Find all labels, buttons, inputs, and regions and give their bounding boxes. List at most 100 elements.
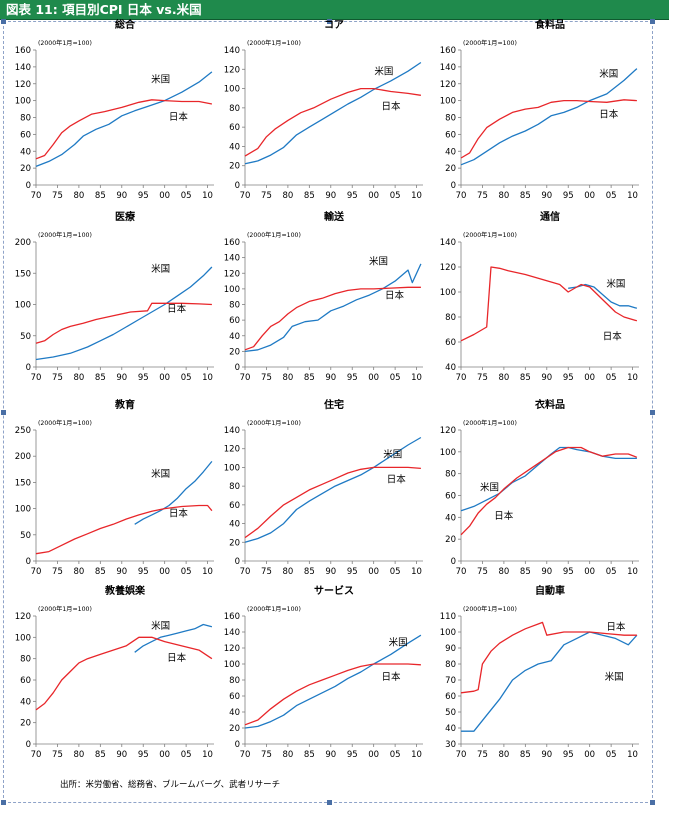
chart-panel: 教養娯楽 (2000年1月=100) 0 20 40 60 80 100 120 70 75 80 85…	[15, 584, 214, 760]
y-tick-label: 200	[15, 238, 31, 248]
unit-note: (2000年1月=100)	[38, 231, 92, 239]
series-line-us	[244, 436, 422, 543]
x-tick-label: 05	[390, 567, 401, 577]
x-tick-label: 85	[520, 750, 531, 760]
resize-handle-top-left[interactable]	[1, 19, 6, 24]
y-tick-label: 20	[229, 538, 240, 548]
y-tick-label: 120	[15, 80, 31, 90]
chart-frame[interactable]	[1, 19, 655, 805]
x-tick-label: 00	[368, 191, 379, 201]
series-line-japan	[460, 99, 637, 159]
series-label-us: 米国	[151, 73, 170, 85]
y-tick-label: 40	[229, 520, 240, 530]
x-tick-label: 90	[325, 750, 336, 760]
y-tick-label: 0	[26, 363, 31, 373]
x-tick-label: 80	[498, 750, 509, 760]
unit-note: (2000年1月=100)	[463, 419, 517, 427]
y-tick-label: 250	[15, 426, 31, 436]
y-tick-label: 120	[440, 80, 456, 90]
x-tick-label: 75	[261, 567, 272, 577]
x-tick-label: 10	[627, 191, 638, 201]
y-tick-label: 90	[445, 644, 456, 654]
chart-panel: 通信 (2000年1月=100) 40 60 80 100 120 140 70 75 80 85 90…	[440, 210, 639, 383]
x-tick-label: 95	[347, 373, 358, 383]
x-tick-label: 00	[584, 567, 595, 577]
y-tick-label: 120	[224, 269, 240, 279]
y-tick-label: 0	[235, 557, 240, 567]
y-tick-label: 50	[20, 332, 31, 342]
y-tick-label: 30	[445, 740, 456, 750]
series-line-us	[244, 263, 422, 353]
chart-title: サービス	[314, 584, 354, 597]
chart-title: 住宅	[324, 398, 344, 411]
x-tick-label: 10	[411, 373, 422, 383]
x-tick-label: 95	[563, 567, 574, 577]
x-tick-label: 90	[541, 191, 552, 201]
y-tick-label: 140	[15, 63, 31, 73]
y-tick-label: 80	[229, 104, 240, 114]
x-tick-label: 75	[477, 373, 488, 383]
resize-handle-top-mid[interactable]	[327, 19, 332, 24]
x-tick-label: 90	[325, 191, 336, 201]
y-tick-label: 160	[440, 46, 456, 56]
x-tick-label: 95	[138, 191, 149, 201]
resize-handle-mid-right[interactable]	[650, 410, 655, 415]
series-line-us	[244, 634, 422, 729]
y-tick-label: 100	[15, 505, 31, 515]
x-tick-label: 05	[606, 567, 617, 577]
x-tick-label: 75	[261, 750, 272, 760]
x-tick-label: 10	[202, 567, 213, 577]
x-tick-label: 80	[73, 567, 84, 577]
x-tick-label: 85	[304, 373, 315, 383]
chart-panel: 総合 (2000年1月=100) 0 20 40 60 80 100 120 140 160 70 75…	[15, 18, 214, 201]
y-tick-label: 40	[20, 697, 31, 707]
x-tick-label: 10	[627, 750, 638, 760]
x-tick-label: 10	[202, 191, 213, 201]
unit-note: (2000年1月=100)	[38, 39, 92, 47]
resize-handle-bottom-left[interactable]	[1, 800, 6, 805]
x-tick-label: 10	[202, 373, 213, 383]
y-tick-label: 0	[451, 557, 456, 567]
series-line-us	[134, 623, 213, 653]
x-tick-label: 70	[31, 567, 42, 577]
series-label-us: 米国	[151, 263, 170, 275]
series-label-japan: 日本	[167, 652, 187, 664]
y-tick-label: 140	[224, 254, 240, 264]
x-tick-label: 05	[181, 373, 192, 383]
x-tick-label: 80	[282, 750, 293, 760]
resize-handle-bottom-right[interactable]	[650, 800, 655, 805]
series-line-us	[134, 460, 213, 525]
y-tick-label: 0	[26, 557, 31, 567]
y-tick-label: 140	[224, 46, 240, 56]
series-label-us: 米国	[599, 68, 618, 80]
y-tick-label: 40	[229, 332, 240, 342]
chart-panel: 輸送 (2000年1月=100) 0 20 40 60 80 100 120 140 160 70 75…	[224, 210, 423, 383]
y-tick-label: 0	[235, 181, 240, 191]
y-tick-label: 20	[20, 164, 31, 174]
series-label-us: 米国	[480, 481, 499, 493]
resize-handle-mid-left[interactable]	[1, 410, 6, 415]
y-tick-label: 60	[445, 692, 456, 702]
y-tick-label: 140	[440, 63, 456, 73]
y-tick-label: 80	[20, 655, 31, 665]
x-tick-label: 80	[73, 373, 84, 383]
x-tick-label: 70	[456, 191, 467, 201]
unit-note: (2000年1月=100)	[247, 39, 301, 47]
x-tick-label: 95	[347, 567, 358, 577]
x-tick-label: 70	[240, 191, 251, 201]
x-tick-label: 85	[95, 750, 106, 760]
x-tick-label: 75	[261, 373, 272, 383]
y-tick-label: 60	[229, 316, 240, 326]
y-tick-label: 0	[235, 363, 240, 373]
chart-title: 自動車	[535, 584, 565, 597]
y-tick-label: 150	[15, 478, 31, 488]
y-tick-label: 0	[26, 181, 31, 191]
resize-handle-top-right[interactable]	[650, 19, 655, 24]
x-tick-label: 90	[325, 567, 336, 577]
x-tick-label: 90	[116, 567, 127, 577]
x-tick-label: 90	[116, 750, 127, 760]
x-tick-label: 05	[606, 750, 617, 760]
y-tick-label: 40	[229, 142, 240, 152]
chart-panel: 住宅 (2000年1月=100) 0 20 40 60 80 100 120 140 70 75 80 8…	[224, 398, 423, 577]
resize-handle-bottom-mid[interactable]	[327, 800, 332, 805]
